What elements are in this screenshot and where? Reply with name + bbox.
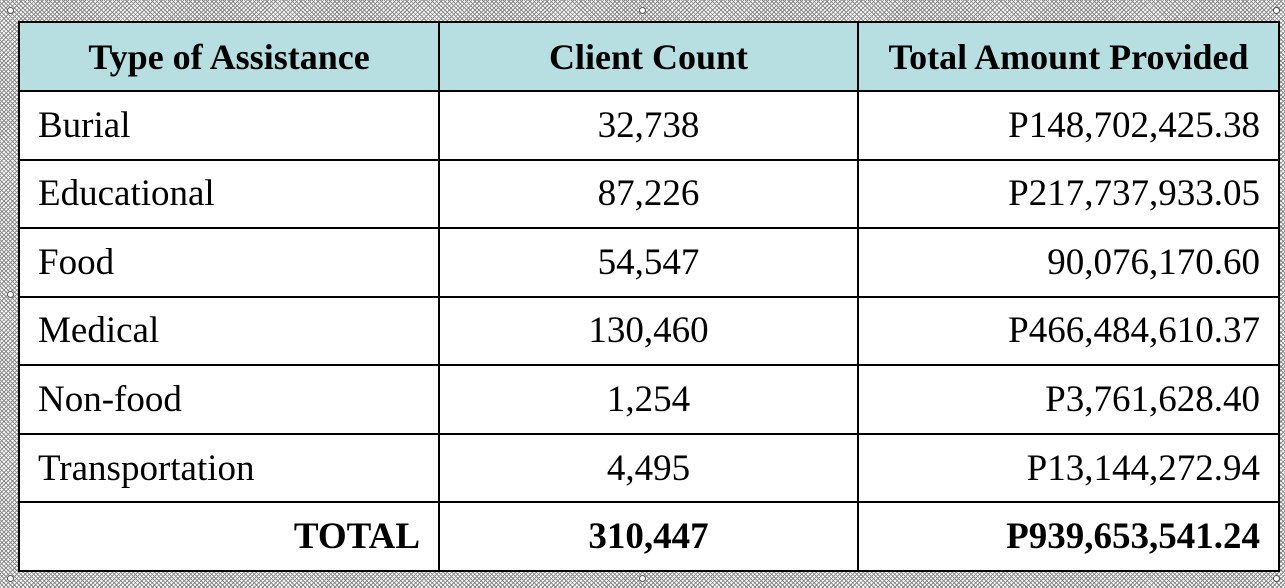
resize-handle-bottom-right[interactable] (1273, 575, 1280, 582)
cell-count: 1,254 (438, 364, 859, 435)
total-count: 310,447 (438, 501, 859, 572)
table-row: Educational 87,226 P217,737,933.05 (18, 158, 1280, 230)
header-row: Type of Assistance Client Count Total Am… (18, 21, 1280, 92)
table-row: Medical 130,460 P466,484,610.37 (18, 295, 1280, 367)
total-row: TOTAL 310,447 P939,653,541.24 (18, 501, 1280, 572)
cell-amount: P217,737,933.05 (857, 158, 1280, 230)
cell-type: Food (18, 227, 440, 298)
cell-count: 130,460 (438, 295, 859, 367)
table-row: Transportation 4,495 P13,144,272.94 (18, 432, 1280, 504)
resize-handle-bottom-left[interactable] (7, 575, 14, 582)
resize-handle-bottom-center[interactable] (639, 575, 646, 582)
table-row: Food 54,547 90,076,170.60 (18, 227, 1280, 298)
header-type-of-assistance: Type of Assistance (18, 21, 440, 92)
table-row: Burial 32,738 P148,702,425.38 (18, 90, 1280, 161)
cell-amount: P466,484,610.37 (857, 295, 1280, 367)
header-client-count: Client Count (438, 21, 859, 92)
cell-count: 32,738 (438, 90, 859, 161)
cell-amount: P13,144,272.94 (857, 432, 1280, 504)
cell-type: Burial (18, 90, 440, 161)
resize-handle-top-left[interactable] (7, 7, 14, 14)
cell-count: 4,495 (438, 432, 859, 504)
resize-handle-middle-left[interactable] (7, 291, 14, 298)
total-label: TOTAL (18, 501, 440, 572)
table-row: Non-food 1,254 P3,761,628.40 (18, 364, 1280, 435)
cell-count: 54,547 (438, 227, 859, 298)
cell-type: Non-food (18, 364, 440, 435)
cell-amount: P3,761,628.40 (857, 364, 1280, 435)
header-total-amount: Total Amount Provided (857, 21, 1280, 92)
assistance-table: Type of Assistance Client Count Total Am… (18, 21, 1280, 572)
total-amount: P939,653,541.24 (857, 501, 1280, 572)
cell-amount: 90,076,170.60 (857, 227, 1280, 298)
cell-amount: P148,702,425.38 (857, 90, 1280, 161)
resize-handle-top-right[interactable] (1273, 7, 1280, 14)
cell-type: Transportation (18, 432, 440, 504)
cell-count: 87,226 (438, 158, 859, 230)
cell-type: Medical (18, 295, 440, 367)
cell-type: Educational (18, 158, 440, 230)
resize-handle-top-center[interactable] (639, 7, 646, 14)
